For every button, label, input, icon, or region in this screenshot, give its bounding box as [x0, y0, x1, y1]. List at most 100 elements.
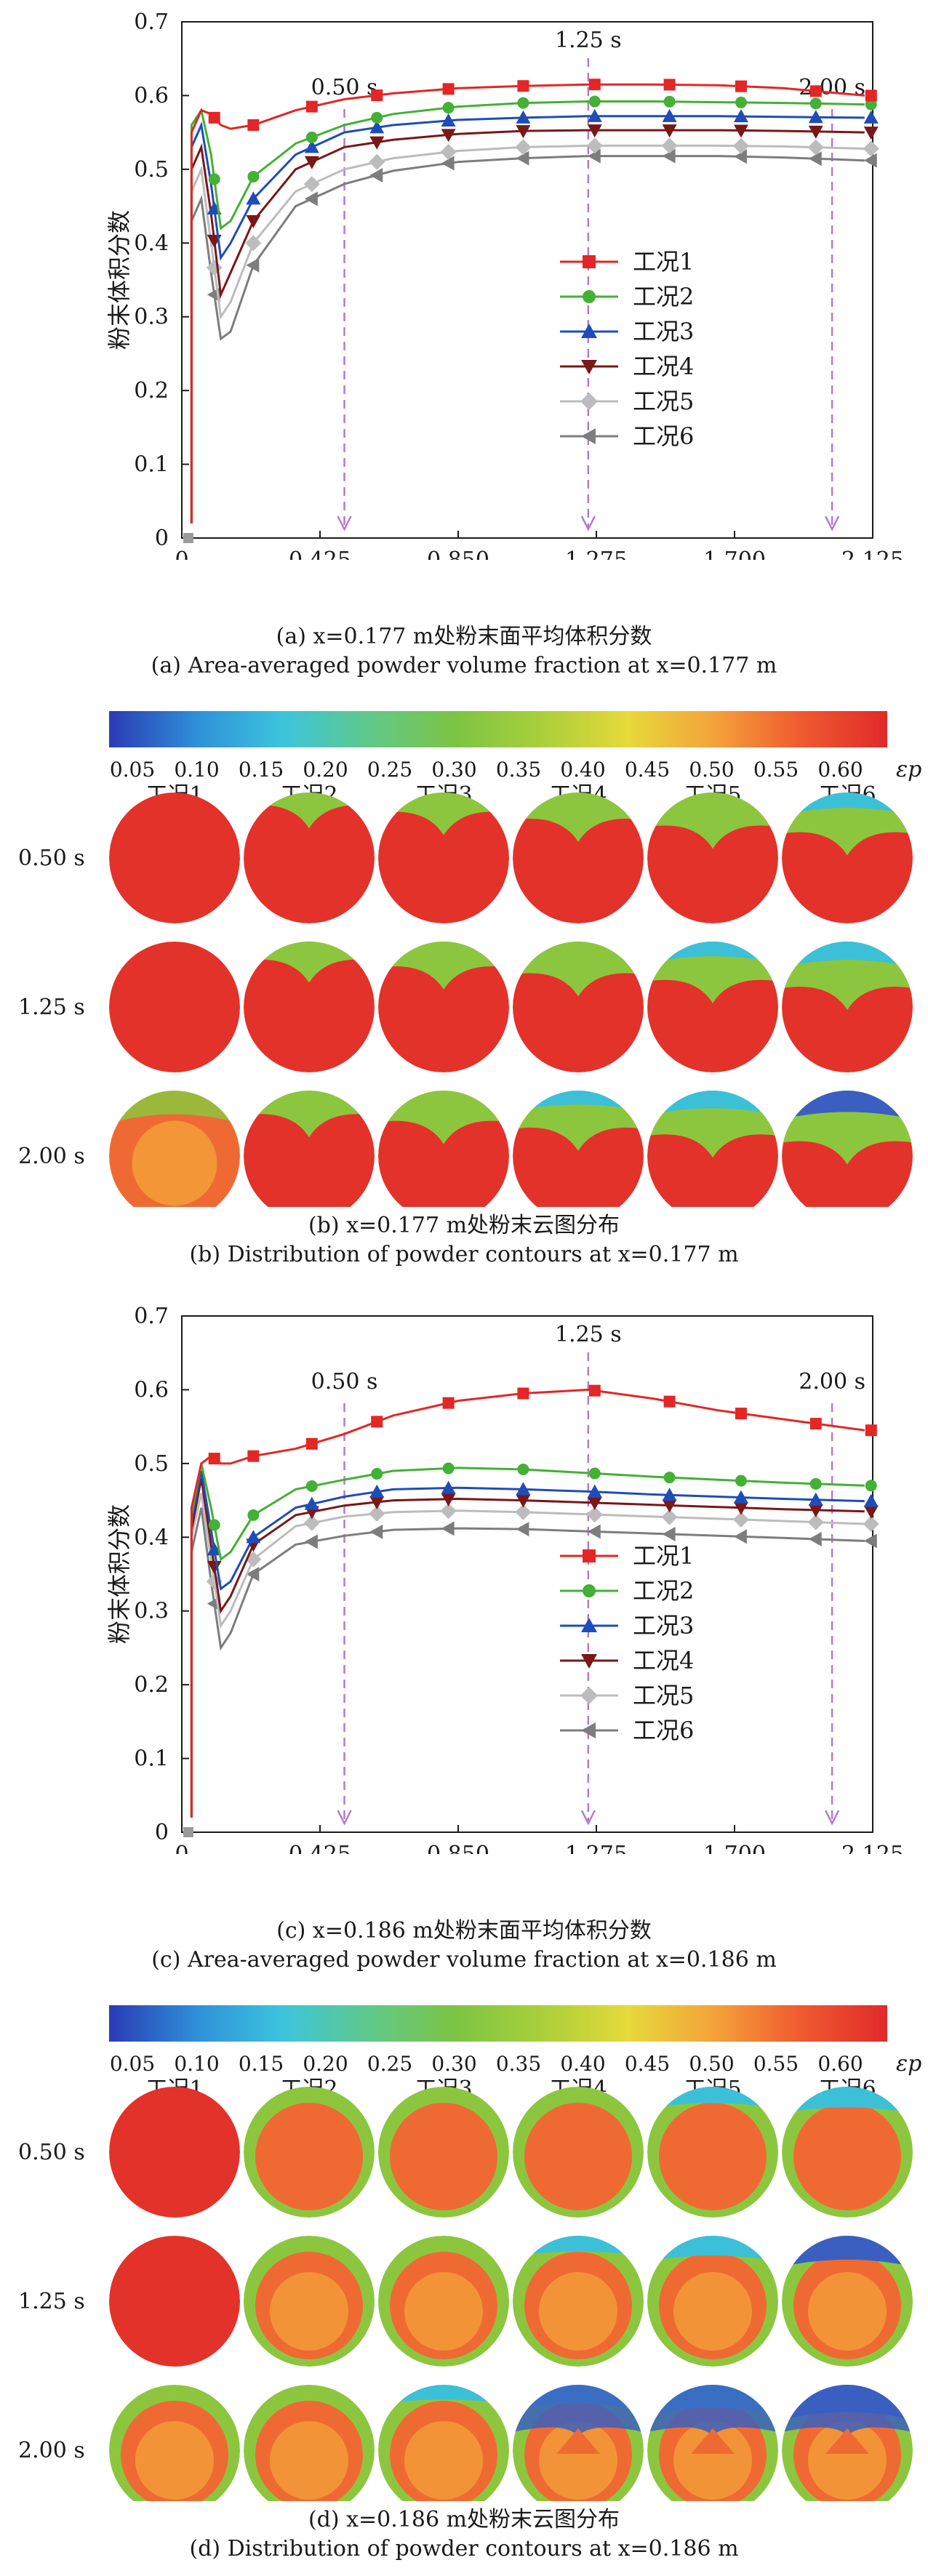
- x-tick-label: 1.275: [565, 1842, 628, 1854]
- caption-a-en: (a) Area-averaged powder volume fraction…: [151, 653, 777, 678]
- y-tick-label: 0.2: [134, 378, 169, 404]
- series-marker: [808, 1531, 822, 1546]
- x-tick-label: 1.700: [703, 1842, 766, 1854]
- contour-disc: [244, 2385, 375, 2501]
- colorbar-symbol: εp: [896, 2051, 921, 2077]
- series-marker: [517, 1463, 529, 1475]
- series-marker: [441, 113, 456, 127]
- series-marker: [369, 120, 385, 134]
- series-marker: [583, 1584, 596, 1597]
- series-marker: [662, 108, 677, 122]
- series-marker: [516, 110, 531, 124]
- contour-disc: [244, 2236, 375, 2367]
- series-marker: [208, 173, 220, 185]
- series-marker: [207, 1560, 222, 1574]
- y-tick-label: 0.7: [134, 9, 169, 35]
- series-marker: [863, 140, 879, 157]
- x-tick-label: 0: [175, 547, 188, 560]
- series-line: [190, 1477, 865, 1818]
- series-line: [190, 155, 865, 523]
- contour-disc: [244, 793, 375, 923]
- series-marker: [304, 156, 319, 169]
- series-marker: [304, 140, 319, 153]
- time-marker-label: 1.25 s: [555, 1322, 622, 1347]
- contour-disc: [109, 793, 240, 923]
- time-row-label: 2.00 s: [18, 2438, 85, 2463]
- x-tick-label: 0.425: [289, 1842, 351, 1854]
- series-marker: [733, 109, 748, 123]
- series-5: [190, 1493, 879, 1818]
- series-marker: [808, 1492, 823, 1506]
- series-marker: [246, 1567, 260, 1581]
- legend-label: 工况1: [633, 1542, 694, 1570]
- series-marker: [442, 1462, 455, 1474]
- series-marker: [735, 1474, 747, 1487]
- contour-disc: [782, 2087, 913, 2218]
- series-marker: [441, 1480, 456, 1494]
- series-marker: [865, 1424, 877, 1437]
- series-marker: [516, 1494, 531, 1508]
- series-marker: [206, 1573, 223, 1590]
- colorbar-tick-label: 0.25: [367, 2052, 412, 2076]
- legend-label: 工况1: [633, 248, 694, 276]
- legend-label: 工况3: [633, 1612, 694, 1640]
- y-axis-label: 粉末体积分数: [105, 1504, 133, 1644]
- series-marker: [587, 1524, 601, 1539]
- colorbar-tick-label: 0.45: [625, 2052, 670, 2076]
- series-marker: [865, 98, 877, 111]
- series-marker: [516, 151, 529, 166]
- series-marker: [807, 139, 824, 156]
- series-marker: [863, 1516, 879, 1533]
- series-marker: [369, 1484, 385, 1498]
- series-marker: [863, 1505, 879, 1519]
- colorbar-tick-label: 0.05: [110, 758, 155, 782]
- legend-label: 工况3: [633, 318, 694, 345]
- x-tick-label: 0.850: [427, 547, 489, 560]
- colorbar-tick-label: 0.25: [367, 758, 412, 782]
- contour-panel-d: 0.05 0.10 0.15 0.20 0.25 0.30 0.35 0.40 0.45 0.50…: [0, 1999, 928, 2501]
- series-marker: [865, 1480, 877, 1492]
- y-tick-label: 0.3: [134, 305, 169, 330]
- time-row-label: 0.50 s: [18, 846, 85, 871]
- origin-marker: [183, 533, 193, 543]
- line-chart-a: 0 0.425 0.850 1.275 1.700 2.125 0 0.1 0.2 0.3 0.4 0…: [105, 9, 904, 560]
- series-marker: [441, 156, 455, 171]
- series-marker: [807, 1514, 824, 1530]
- series-marker: [581, 324, 597, 338]
- series-marker: [863, 127, 879, 140]
- series-marker: [305, 100, 318, 113]
- series-marker: [587, 148, 601, 164]
- series-marker: [441, 1521, 455, 1536]
- contour-disc: [782, 2236, 913, 2367]
- series-marker: [863, 153, 877, 168]
- legend-label: 工况4: [633, 353, 694, 380]
- contour-disc: [244, 942, 375, 1072]
- series-marker: [581, 1618, 597, 1632]
- series-marker: [516, 1482, 531, 1496]
- x-tick-label: 0: [175, 1842, 188, 1854]
- series-marker: [588, 79, 601, 91]
- series-marker: [245, 235, 262, 252]
- time-marker-label: 2.00 s: [799, 75, 865, 100]
- legend: 工况1 工况2 工况3 工况4 工况5 工况6: [560, 248, 694, 450]
- chart-panel-a: 0 0.425 0.850 1.275 1.700 2.125 0 0.1 0.2 0.3 0.4 0…: [0, 0, 928, 560]
- series-marker: [733, 1490, 748, 1504]
- series-line: [190, 1388, 865, 1818]
- colorbar-tick-label: 0.20: [303, 758, 348, 782]
- contour-disc: [378, 2236, 509, 2367]
- colorbar: [109, 711, 887, 747]
- series-marker: [303, 1514, 320, 1531]
- series-marker: [303, 176, 320, 193]
- y-tick-label: 0.6: [134, 1377, 169, 1403]
- series-marker: [369, 1524, 383, 1539]
- series-marker: [588, 95, 601, 108]
- series-marker: [808, 110, 823, 124]
- colorbar-tick-label: 0.55: [753, 758, 799, 782]
- caption-d-cn: (d) x=0.186 m处粉末云图分布: [308, 2507, 620, 2532]
- y-tick-label: 0: [155, 1820, 169, 1845]
- y-tick-label: 0.1: [134, 1746, 169, 1772]
- series-marker: [581, 428, 596, 444]
- y-tick-label: 0.2: [134, 1672, 169, 1698]
- caption-d-en: (d) Distribution of powder contours at x…: [189, 2536, 739, 2561]
- series-marker: [808, 1504, 823, 1517]
